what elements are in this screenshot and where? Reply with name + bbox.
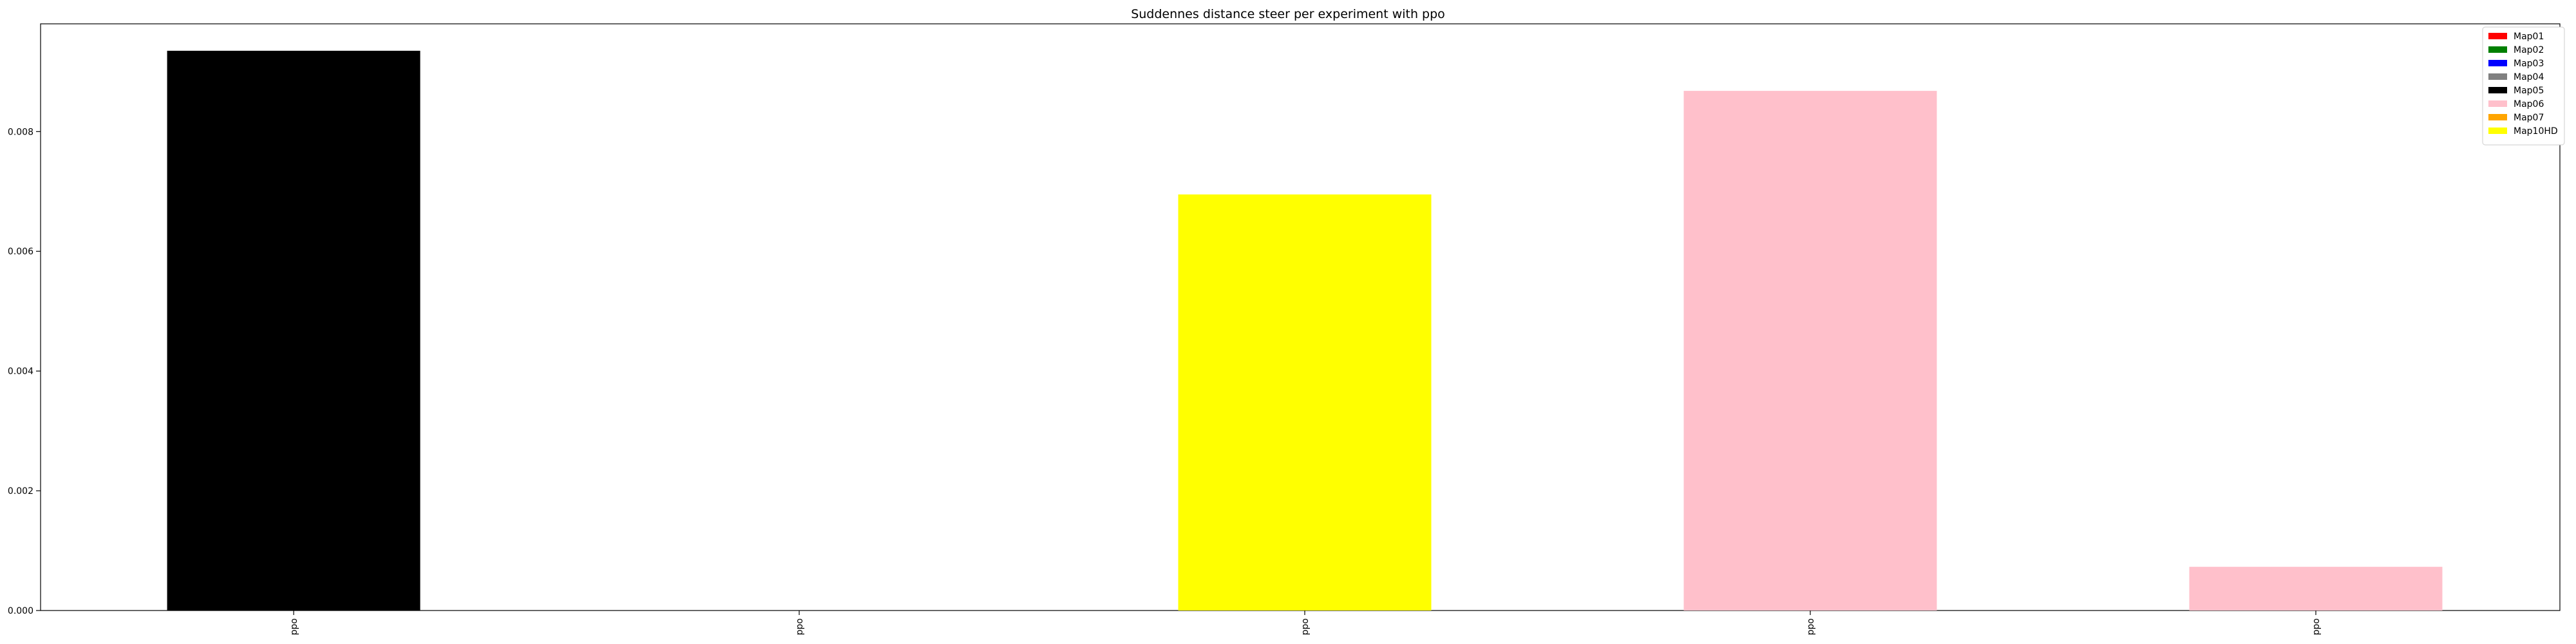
legend-swatch (2488, 60, 2507, 66)
legend-swatch (2488, 100, 2507, 107)
bar (167, 50, 421, 611)
x-tick-label: ppo (289, 618, 299, 635)
y-tick-label: 0.002 (8, 486, 33, 497)
legend-label: Map02 (2514, 45, 2544, 55)
legend-swatch (2488, 33, 2507, 39)
x-tick-label: ppo (1300, 618, 1311, 635)
legend-swatch (2488, 73, 2507, 80)
legend-label: Map01 (2514, 32, 2544, 42)
y-tick-label: 0.000 (8, 606, 33, 616)
bar (2189, 567, 2443, 611)
legend-swatch (2488, 46, 2507, 53)
y-axis: 0.000 0.002 0.004 0.006 0.008 (8, 127, 41, 616)
x-tick-label: ppo (2311, 618, 2322, 635)
y-tick-label: 0.008 (8, 127, 33, 137)
x-tick-label: ppo (1806, 618, 1816, 635)
legend-swatch (2488, 128, 2507, 134)
x-axis: ppo ppo ppo ppo ppo (289, 611, 2322, 635)
legend-label: Map07 (2514, 113, 2544, 123)
bar (1683, 91, 1937, 611)
bar (1178, 194, 1432, 611)
legend-label: Map10HD (2514, 126, 2558, 137)
legend-swatch (2488, 87, 2507, 93)
bars-group (167, 50, 2443, 611)
legend-label: Map05 (2514, 86, 2544, 96)
legend-label: Map03 (2514, 59, 2544, 69)
legend-swatch (2488, 114, 2507, 120)
legend: Map01 Map02 Map03 Map04 Map05 Map06 Map07 Map10… (2482, 26, 2565, 146)
y-tick-label: 0.004 (8, 366, 33, 377)
chart-title: Suddennes distance steer per experiment … (1131, 7, 1445, 21)
legend-label: Map04 (2514, 72, 2544, 82)
legend-label: Map06 (2514, 99, 2544, 109)
y-tick-label: 0.006 (8, 247, 33, 257)
x-tick-label: ppo (795, 618, 805, 635)
